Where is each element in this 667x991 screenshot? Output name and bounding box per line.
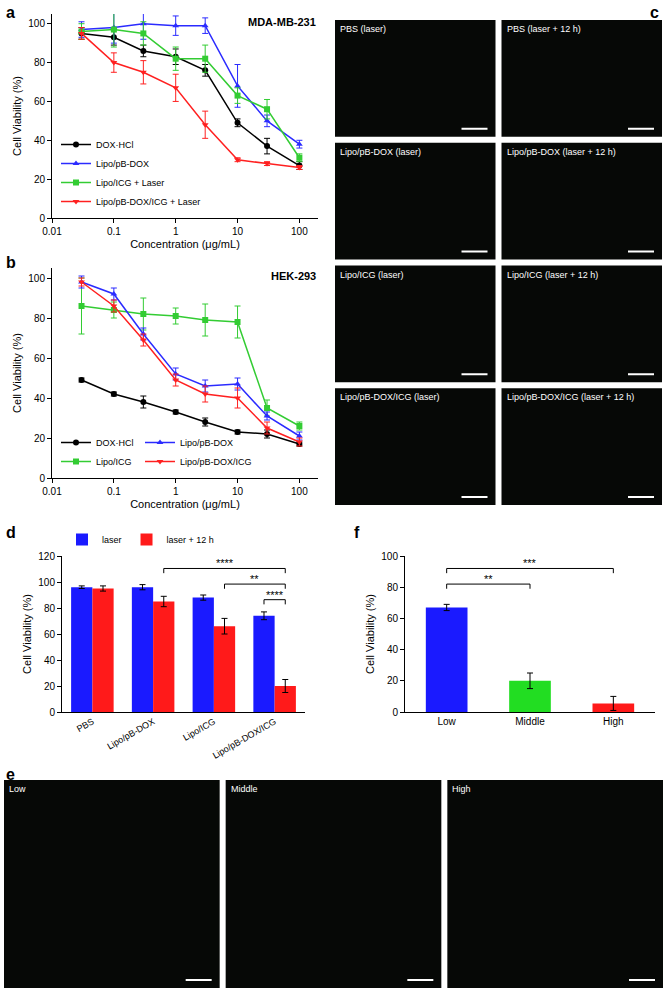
svg-text:60: 60: [34, 96, 46, 107]
svg-text:Lipo/pB-DOX/ICG: Lipo/pB-DOX/ICG: [180, 457, 252, 467]
svg-text:20: 20: [34, 174, 46, 185]
svg-text:20: 20: [387, 675, 399, 686]
svg-text:High: High: [603, 716, 624, 727]
svg-text:60: 60: [44, 629, 56, 640]
svg-text:Lipo/pB-DOX/ICG (laser + 12 h): Lipo/pB-DOX/ICG (laser + 12 h): [507, 392, 634, 402]
svg-text:Lipo/pB-DOX (laser): Lipo/pB-DOX (laser): [340, 147, 421, 157]
svg-text:Lipo/ICG (laser + 12 h): Lipo/ICG (laser + 12 h): [507, 270, 598, 280]
svg-text:PBS (laser + 12 h): PBS (laser + 12 h): [507, 24, 581, 34]
svg-text:100: 100: [381, 551, 398, 562]
svg-text:High: High: [452, 784, 471, 794]
svg-text:40: 40: [34, 393, 46, 404]
svg-text:laser + 12 h: laser + 12 h: [167, 535, 214, 545]
svg-text:HEK-293: HEK-293: [271, 270, 316, 282]
svg-text:DOX·HCl: DOX·HCl: [96, 438, 134, 448]
svg-text:Lipo/ICG: Lipo/ICG: [96, 457, 132, 467]
svg-text:120: 120: [38, 551, 55, 562]
svg-text:40: 40: [34, 135, 46, 146]
svg-text:DOX·HCl: DOX·HCl: [96, 140, 134, 150]
svg-text:100: 100: [291, 226, 308, 237]
svg-text:**: **: [484, 573, 493, 585]
svg-text:****: ****: [216, 557, 234, 569]
svg-text:**: **: [250, 573, 259, 585]
svg-text:100: 100: [291, 486, 308, 497]
svg-text:1: 1: [173, 226, 179, 237]
svg-text:100: 100: [28, 18, 45, 29]
svg-text:Lipo/pB-DOX: Lipo/pB-DOX: [96, 159, 149, 169]
svg-text:80: 80: [387, 582, 399, 593]
svg-text:Lipo/pB-DOX (laser + 12 h): Lipo/pB-DOX (laser + 12 h): [507, 147, 616, 157]
svg-text:Concentration (μg/mL): Concentration (μg/mL): [130, 498, 240, 510]
svg-text:80: 80: [34, 313, 46, 324]
svg-text:d: d: [6, 524, 16, 541]
svg-text:Cell Viability (%): Cell Viability (%): [11, 76, 23, 156]
svg-text:0.1: 0.1: [107, 226, 121, 237]
svg-text:10: 10: [232, 486, 244, 497]
svg-text:0: 0: [49, 707, 55, 718]
svg-text:80: 80: [34, 57, 46, 68]
svg-text:Lipo/pB-DOX: Lipo/pB-DOX: [180, 438, 233, 448]
svg-text:Low: Low: [437, 716, 456, 727]
svg-text:Middle: Middle: [231, 784, 258, 794]
svg-text:Lipo/pB-DOX/ICG: Lipo/pB-DOX/ICG: [211, 716, 278, 760]
svg-text:a: a: [6, 4, 15, 21]
svg-text:0: 0: [392, 707, 398, 718]
svg-text:PBS: PBS: [75, 716, 96, 734]
svg-text:80: 80: [44, 603, 56, 614]
svg-text:e: e: [6, 766, 15, 783]
svg-text:60: 60: [34, 353, 46, 364]
svg-text:laser: laser: [102, 535, 122, 545]
svg-text:1: 1: [173, 486, 179, 497]
svg-text:100: 100: [28, 273, 45, 284]
svg-text:c: c: [650, 4, 659, 21]
svg-text:b: b: [6, 254, 16, 271]
svg-text:100: 100: [38, 577, 55, 588]
svg-text:0.1: 0.1: [107, 486, 121, 497]
svg-text:Lipo/pB-DOX/ICG + Laser: Lipo/pB-DOX/ICG + Laser: [96, 197, 200, 207]
svg-text:10: 10: [232, 226, 244, 237]
svg-text:20: 20: [34, 433, 46, 444]
svg-text:Cell Viability (%): Cell Viability (%): [21, 594, 33, 674]
svg-text:Cell Viability (%): Cell Viability (%): [364, 594, 376, 674]
svg-text:Lipo/pB-DOX: Lipo/pB-DOX: [105, 716, 156, 751]
svg-text:60: 60: [387, 613, 399, 624]
svg-text:40: 40: [387, 644, 399, 655]
svg-text:****: ****: [266, 589, 284, 601]
svg-text:Middle: Middle: [515, 716, 545, 727]
svg-text:Concentration (μg/mL): Concentration (μg/mL): [130, 238, 240, 250]
svg-text:0: 0: [39, 213, 45, 224]
svg-text:MDA-MB-231: MDA-MB-231: [248, 16, 316, 28]
svg-text:PBS (laser): PBS (laser): [340, 24, 386, 34]
svg-text:0: 0: [39, 473, 45, 484]
svg-text:Lipo/ICG + Laser: Lipo/ICG + Laser: [96, 178, 164, 188]
svg-text:Lipo/ICG: Lipo/ICG: [181, 716, 217, 742]
svg-text:***: ***: [523, 557, 537, 569]
svg-text:Lipo/ICG (laser): Lipo/ICG (laser): [340, 270, 404, 280]
svg-text:20: 20: [44, 681, 56, 692]
svg-text:Cell Viability (%): Cell Viability (%): [11, 333, 23, 413]
svg-text:f: f: [354, 524, 360, 541]
svg-text:Low: Low: [9, 784, 26, 794]
svg-text:40: 40: [44, 655, 56, 666]
svg-text:0.01: 0.01: [42, 486, 62, 497]
svg-text:Lipo/pB-DOX/ICG (laser): Lipo/pB-DOX/ICG (laser): [340, 392, 440, 402]
svg-text:0.01: 0.01: [42, 226, 62, 237]
